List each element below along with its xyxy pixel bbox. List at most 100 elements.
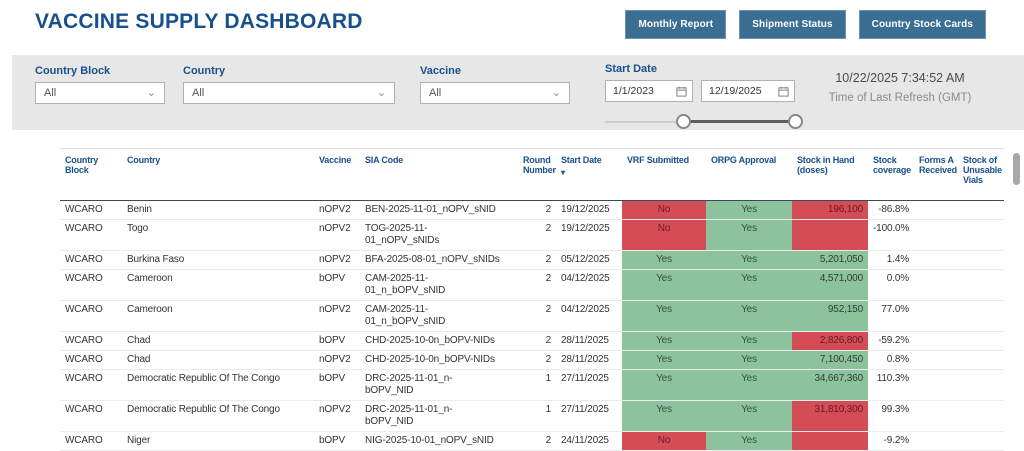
cell-sia-code: BFA-2025-08-01_nOPV_sNIDs bbox=[360, 250, 518, 270]
cell-country-block: WCARO bbox=[60, 350, 122, 370]
cell-round-number: 2 bbox=[518, 331, 556, 351]
col-round-number[interactable]: Round Number bbox=[523, 155, 556, 175]
cell-country-block: WCARO bbox=[60, 200, 122, 220]
cell-country: Democratic Republic Of The Congo bbox=[122, 400, 314, 432]
chevron-down-icon: ⌄ bbox=[551, 87, 561, 99]
country-value: All bbox=[192, 87, 205, 99]
cell-start-date: 04/12/2025 bbox=[556, 269, 622, 301]
cell-vrf-submitted: Yes bbox=[622, 331, 706, 351]
cell-orpg-approval: Yes bbox=[706, 350, 792, 370]
cell-stock-coverage: -86.8% bbox=[868, 200, 914, 220]
cell-unusable-vials bbox=[958, 369, 1004, 401]
col-stock-coverage[interactable]: Stock coverage bbox=[873, 155, 911, 175]
cell-vaccine: nOPV2 bbox=[314, 200, 360, 220]
cell-vrf-submitted: Yes bbox=[622, 350, 706, 370]
col-vrf-submitted[interactable]: VRF Submitted bbox=[627, 155, 689, 165]
table-row: WCARO Chad bOPV CHD-2025-10-0n_bOPV-NIDs 2 28… bbox=[60, 331, 1004, 351]
col-country[interactable]: Country bbox=[127, 155, 161, 165]
cell-sia-code: CAM-2025-11- 01_n_bOPV_sNID bbox=[360, 269, 518, 301]
cell-orpg-approval: Yes bbox=[706, 369, 792, 401]
cell-forms-a bbox=[914, 400, 958, 432]
slider-handle-start[interactable] bbox=[676, 114, 691, 129]
cell-orpg-approval: Yes bbox=[706, 250, 792, 270]
col-stock-unusable-vials[interactable]: Stock of Unusable Vials bbox=[963, 155, 1002, 185]
cell-round-number: 2 bbox=[518, 431, 556, 451]
cell-country-block: WCARO bbox=[60, 431, 122, 451]
col-stock-in-hand[interactable]: Stock in Hand (doses) bbox=[797, 155, 855, 175]
cell-sia-code: NIG-2025-10-01_nOPV_sNID bbox=[360, 431, 518, 451]
cell-country: Niger bbox=[122, 431, 314, 451]
cell-vaccine: nOPV2 bbox=[314, 250, 360, 270]
col-forms-a-received[interactable]: Forms A Received bbox=[919, 155, 957, 175]
cell-stock-coverage: -9.2% bbox=[868, 431, 914, 451]
slider-handle-end[interactable] bbox=[788, 114, 803, 129]
calendar-icon bbox=[676, 86, 687, 97]
cell-forms-a bbox=[914, 431, 958, 451]
cell-stock-coverage: 99.3% bbox=[868, 400, 914, 432]
table-scrollbar-thumb[interactable] bbox=[1013, 153, 1020, 185]
cell-start-date: 19/12/2025 bbox=[556, 219, 622, 251]
cell-country-block: WCARO bbox=[60, 331, 122, 351]
cell-start-date: 19/12/2025 bbox=[556, 200, 622, 220]
cell-start-date: 28/11/2025 bbox=[556, 350, 622, 370]
table-row: WCARO Democratic Republic Of The Congo nOP… bbox=[60, 400, 1004, 432]
col-vaccine[interactable]: Vaccine bbox=[319, 155, 352, 165]
cell-vrf-submitted: Yes bbox=[622, 400, 706, 432]
cell-sia-code: BEN-2025-11-01_nOPV_sNID bbox=[360, 200, 518, 220]
cell-round-number: 1 bbox=[518, 369, 556, 401]
start-date-filter: Start Date 1/1/2023 12/19/2025 bbox=[605, 63, 805, 102]
slider-selected-range[interactable] bbox=[683, 120, 795, 123]
cell-sia-code: CHD-2025-10-0n_bOPV-NIDs bbox=[360, 350, 518, 370]
supply-table: Country Block Country Vaccine SIA Code R… bbox=[60, 148, 1004, 451]
table-row: WCARO Democratic Republic Of The Congo bOP… bbox=[60, 369, 1004, 401]
country-select[interactable]: All ⌄ bbox=[183, 82, 395, 104]
cell-start-date: 27/11/2025 bbox=[556, 400, 622, 432]
col-orpg-approval[interactable]: ORPG Approval bbox=[711, 155, 777, 165]
col-sia-code[interactable]: SIA Code bbox=[365, 155, 404, 165]
table-row: WCARO Benin nOPV2 BEN-2025-11-01_nOPV_sNID 2… bbox=[60, 200, 1004, 220]
start-date-to-input[interactable]: 12/19/2025 bbox=[701, 80, 795, 102]
cell-round-number: 2 bbox=[518, 269, 556, 301]
cell-sia-code: TOG-2025-11- 01_nOPV_sNIDs bbox=[360, 219, 518, 251]
slider-track[interactable] bbox=[605, 121, 683, 123]
cell-forms-a bbox=[914, 331, 958, 351]
cell-stock-in-hand: 196,100 bbox=[792, 200, 868, 220]
start-date-from-input[interactable]: 1/1/2023 bbox=[605, 80, 693, 102]
table-header-row: Country Block Country Vaccine SIA Code R… bbox=[60, 149, 1004, 201]
cell-sia-code: CAM-2025-11- 01_n_bOPV_sNID bbox=[360, 300, 518, 332]
page-title: VACCINE SUPPLY DASHBOARD bbox=[35, 10, 363, 33]
vaccine-label: Vaccine bbox=[420, 65, 461, 77]
cell-stock-in-hand bbox=[792, 219, 868, 251]
cell-forms-a bbox=[914, 350, 958, 370]
cell-vaccine: bOPV bbox=[314, 369, 360, 401]
cell-stock-coverage: 0.8% bbox=[868, 350, 914, 370]
cell-vaccine: bOPV bbox=[314, 269, 360, 301]
col-start-date[interactable]: Start Date ▾ bbox=[556, 149, 622, 201]
chevron-down-icon: ⌄ bbox=[146, 87, 156, 99]
cell-stock-in-hand: 2,826,800 bbox=[792, 331, 868, 351]
refresh-info: 10/22/2025 7:34:52 AM Time of Last Refre… bbox=[790, 71, 1010, 104]
cell-unusable-vials bbox=[958, 219, 1004, 251]
cell-country: Cameroon bbox=[122, 300, 314, 332]
cell-country: Chad bbox=[122, 350, 314, 370]
cell-vaccine: bOPV bbox=[314, 331, 360, 351]
vaccine-select[interactable]: All ⌄ bbox=[420, 82, 570, 104]
country-stock-cards-button[interactable]: Country Stock Cards bbox=[858, 10, 986, 39]
col-country-block[interactable]: Country Block bbox=[65, 155, 99, 175]
cell-unusable-vials bbox=[958, 300, 1004, 332]
cell-stock-in-hand bbox=[792, 431, 868, 451]
cell-unusable-vials bbox=[958, 400, 1004, 432]
table-row: WCARO Burkina Faso nOPV2 BFA-2025-08-01_nOP… bbox=[60, 250, 1004, 270]
table-row: WCARO Niger bOPV NIG-2025-10-01_nOPV_sNID 2 2… bbox=[60, 431, 1004, 451]
shipment-status-button[interactable]: Shipment Status bbox=[739, 10, 846, 39]
cell-orpg-approval: Yes bbox=[706, 219, 792, 251]
cell-unusable-vials bbox=[958, 269, 1004, 301]
top-buttons: Monthly Report Shipment Status Country S… bbox=[625, 10, 986, 39]
country-block-select[interactable]: All ⌄ bbox=[35, 82, 165, 104]
cell-country-block: WCARO bbox=[60, 269, 122, 301]
cell-round-number: 2 bbox=[518, 219, 556, 251]
sort-desc-icon: ▾ bbox=[561, 168, 565, 177]
cell-country-block: WCARO bbox=[60, 219, 122, 251]
monthly-report-button[interactable]: Monthly Report bbox=[625, 10, 727, 39]
cell-round-number: 2 bbox=[518, 300, 556, 332]
